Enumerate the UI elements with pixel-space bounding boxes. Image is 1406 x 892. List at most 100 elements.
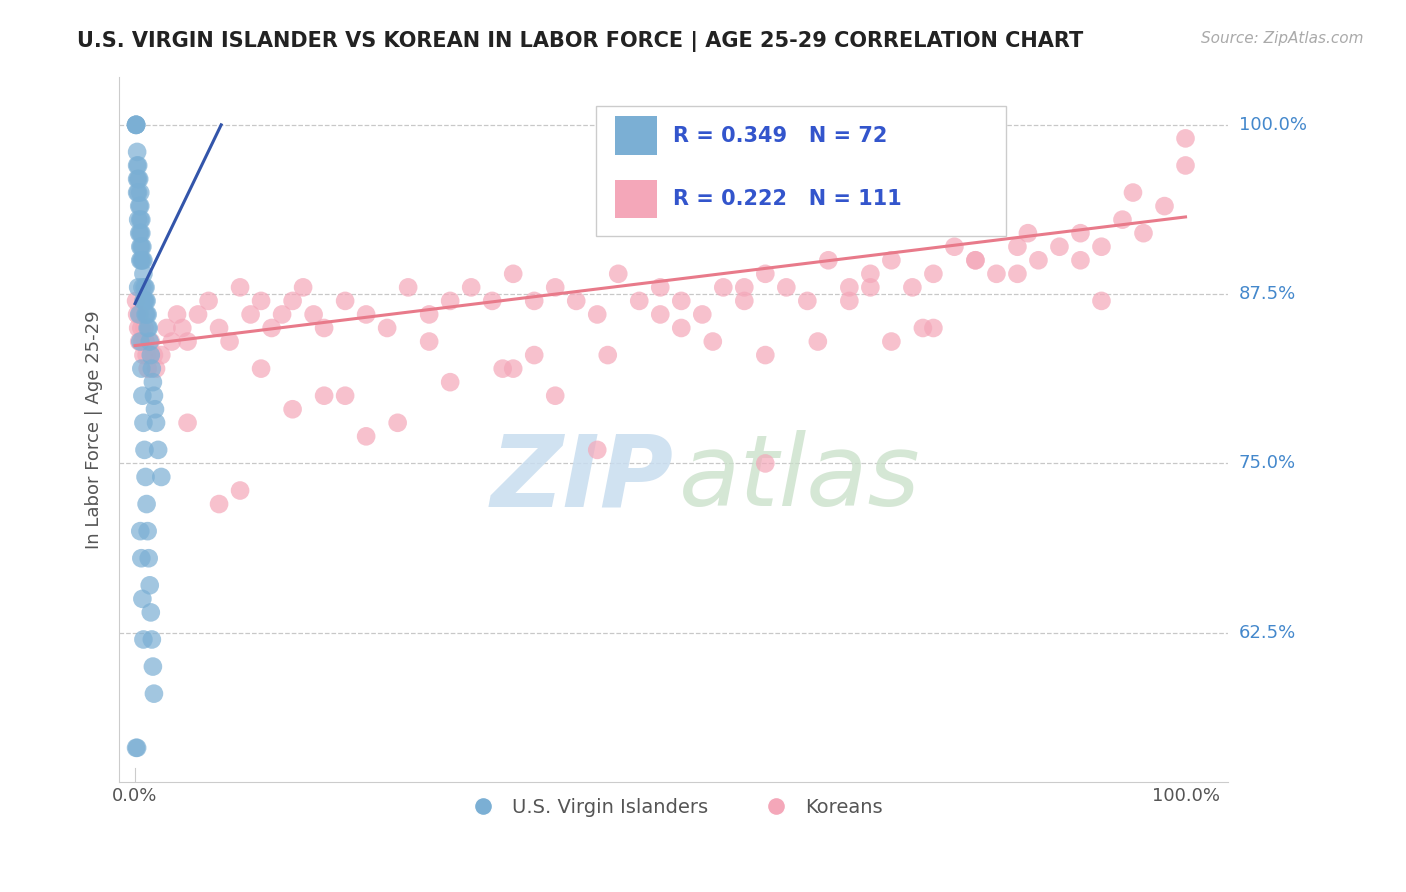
Point [176,416,198,430]
Point [127,186,149,200]
Point [132,253,155,268]
Point [965,253,987,268]
Point [125,118,148,132]
Point [135,348,157,362]
Point [754,457,776,471]
Point [1007,267,1029,281]
Point [129,334,152,349]
Point [138,321,160,335]
Point [125,118,148,132]
Point [965,253,987,268]
Point [1153,199,1175,213]
Point [129,199,152,213]
Point [880,334,903,349]
Point [565,293,588,308]
Point [129,308,152,322]
Point [145,416,167,430]
Point [481,293,503,308]
Point [218,334,240,349]
Point [134,280,156,294]
Text: Source: ZipAtlas.com: Source: ZipAtlas.com [1201,31,1364,46]
Point [208,321,231,335]
Point [292,280,315,294]
Point [439,375,461,389]
Point [127,212,149,227]
Point [131,591,153,606]
Point [733,293,755,308]
Point [142,375,165,389]
Point [859,280,882,294]
Point [754,267,776,281]
Point [129,226,152,240]
Point [1017,226,1039,240]
Point [127,172,149,186]
Text: 62.5%: 62.5% [1239,624,1296,641]
Point [176,334,198,349]
Point [134,321,156,335]
Point [128,199,150,213]
Point [139,334,162,349]
Point [142,389,165,403]
Point [1069,253,1091,268]
Point [702,334,724,349]
Bar [614,116,657,155]
Point [838,293,860,308]
Point [671,321,693,335]
Point [127,186,149,200]
Point [281,293,304,308]
Point [333,389,356,403]
Point [145,361,167,376]
Point [775,280,797,294]
Point [135,334,157,349]
Point [502,361,524,376]
Point [146,442,169,457]
Text: 87.5%: 87.5% [1239,285,1296,303]
Point [127,321,149,335]
Point [131,240,153,254]
Point [125,118,148,132]
Point [150,348,173,362]
Point [986,267,1008,281]
Point [127,159,149,173]
Point [139,606,162,620]
Point [396,280,419,294]
Point [671,293,693,308]
Point [129,524,152,538]
Point [129,253,152,268]
Point [502,267,524,281]
Point [139,348,162,362]
Bar [614,179,657,219]
Point [607,267,630,281]
Point [418,334,440,349]
Text: R = 0.222   N = 111: R = 0.222 N = 111 [673,189,903,210]
Point [128,172,150,186]
Point [239,308,262,322]
Point [314,389,336,403]
Point [260,321,283,335]
Point [1007,240,1029,254]
Point [125,118,148,132]
Point [135,293,157,308]
Point [127,308,149,322]
Text: ZIP: ZIP [491,430,673,527]
Point [711,280,734,294]
Point [131,321,153,335]
Point [142,348,165,362]
Point [1122,186,1144,200]
Text: R = 0.349   N = 72: R = 0.349 N = 72 [673,126,887,146]
Point [132,267,155,281]
Point [1049,240,1071,254]
Point [160,334,183,349]
Point [131,280,153,294]
Point [354,429,377,443]
Point [128,334,150,349]
Point [125,293,148,308]
Point [131,240,153,254]
Point [544,280,567,294]
Point [129,240,152,254]
Point [1028,253,1050,268]
Point [208,497,231,511]
Point [141,361,163,376]
Point [492,361,515,376]
Point [135,470,157,484]
